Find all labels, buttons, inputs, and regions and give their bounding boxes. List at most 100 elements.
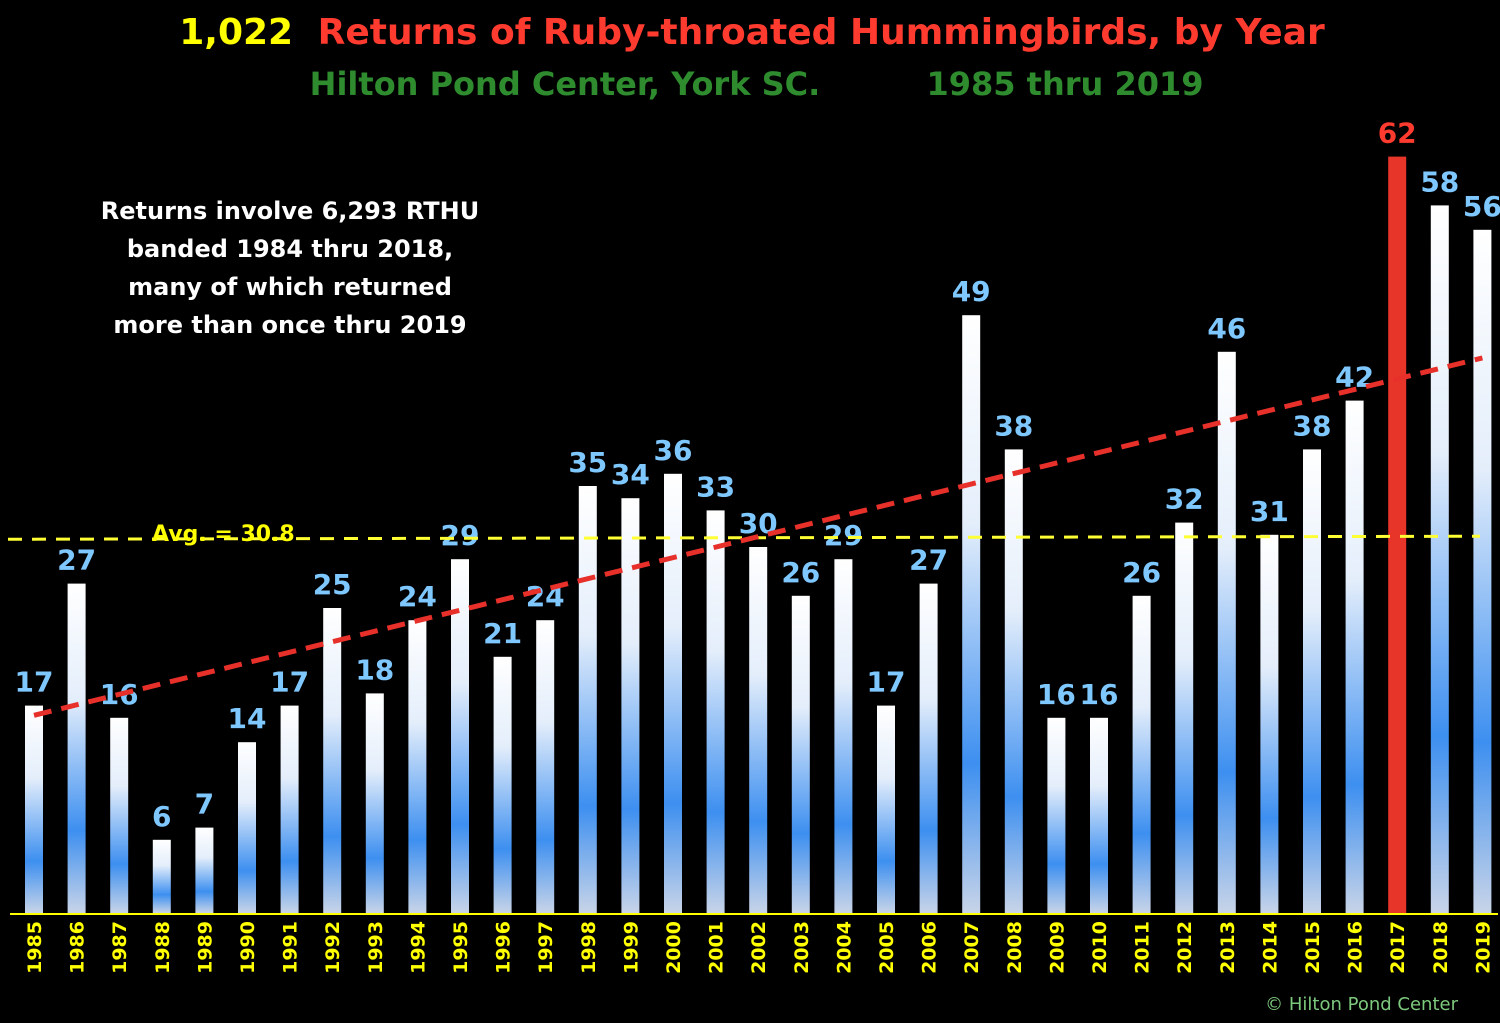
bar-2000 — [664, 473, 682, 913]
bars-group — [25, 156, 1492, 914]
value-label-2015: 38 — [1293, 409, 1332, 442]
bar-2009 — [1047, 717, 1066, 913]
bar-1993 — [365, 693, 384, 913]
year-label-2001: 2001 — [706, 921, 728, 974]
year-label-2000: 2000 — [663, 921, 685, 974]
bar-1994 — [408, 620, 427, 913]
year-label-1991: 1991 — [280, 921, 302, 974]
note-block: Returns involve 6,293 RTHU banded 1984 t… — [101, 197, 479, 339]
year-label-2019: 2019 — [1472, 921, 1494, 974]
title-count: 1,022 — [179, 12, 293, 53]
bar-2010 — [1090, 717, 1108, 913]
year-label-1997: 1997 — [535, 921, 557, 974]
value-label-2017: 62 — [1378, 117, 1417, 150]
bar-2008 — [1004, 449, 1023, 913]
value-label-2019: 56 — [1463, 190, 1500, 223]
year-label-2015: 2015 — [1302, 921, 1324, 974]
year-label-2009: 2009 — [1046, 921, 1068, 974]
year-label-1992: 1992 — [322, 921, 344, 974]
value-label-1993: 18 — [355, 653, 394, 686]
bar-2017 — [1388, 156, 1407, 914]
bar-2002 — [749, 547, 768, 913]
year-label-2007: 2007 — [961, 921, 983, 974]
bar-2011 — [1132, 595, 1151, 913]
year-label-2002: 2002 — [748, 921, 770, 974]
note-line: many of which returned — [128, 273, 452, 301]
bar-1998 — [578, 486, 597, 913]
value-label-2010: 16 — [1080, 678, 1119, 711]
bar-1995 — [451, 559, 469, 913]
value-label-1990: 14 — [228, 702, 267, 735]
bar-2004 — [834, 559, 853, 913]
bar-2003 — [791, 595, 810, 913]
value-label-2001: 33 — [696, 470, 735, 503]
value-label-1991: 17 — [270, 666, 309, 699]
bar-1988 — [152, 839, 171, 913]
bar-1987 — [110, 717, 129, 913]
bar-2015 — [1303, 449, 1321, 913]
bar-1991 — [280, 705, 299, 913]
value-label-2009: 16 — [1037, 678, 1076, 711]
value-label-1992: 25 — [313, 568, 352, 601]
value-label-1999: 34 — [611, 458, 650, 491]
value-label-2014: 31 — [1250, 495, 1289, 528]
year-label-2013: 2013 — [1217, 921, 1239, 974]
bar-1992 — [323, 608, 342, 913]
year-label-1988: 1988 — [152, 921, 174, 974]
year-label-2012: 2012 — [1174, 921, 1196, 974]
bar-1996 — [493, 656, 512, 913]
bar-1985 — [25, 705, 43, 913]
bar-1989 — [195, 827, 214, 913]
average-label: Avg. = 30.8 — [152, 522, 295, 547]
year-label-2018: 2018 — [1430, 921, 1452, 974]
year-label-2005: 2005 — [876, 921, 898, 974]
year-label-2004: 2004 — [833, 921, 855, 974]
bar-2016 — [1345, 400, 1364, 914]
value-label-2005: 17 — [867, 666, 906, 699]
year-label-1999: 1999 — [620, 921, 642, 974]
bar-2013 — [1217, 351, 1236, 913]
subtitle-location: Hilton Pond Center, York SC. — [310, 65, 821, 103]
trend-line — [33, 355, 1483, 718]
value-label-1994: 24 — [398, 580, 437, 613]
bar-2012 — [1175, 522, 1194, 913]
year-labels-group: 1985 1986 1987 1988 1989 1990 1991 1992 1993 1994… — [24, 921, 1494, 974]
year-label-1998: 1998 — [578, 921, 600, 974]
value-label-1985: 17 — [15, 666, 54, 699]
chart-title: 1,022 Returns of Ruby-throated Hummingbi… — [179, 12, 1325, 53]
bar-2001 — [706, 510, 725, 913]
year-label-1990: 1990 — [237, 921, 259, 974]
year-label-1987: 1987 — [109, 921, 131, 974]
note-line: Returns involve 6,293 RTHU — [101, 197, 479, 225]
bar-1997 — [536, 620, 555, 913]
value-label-2004: 29 — [824, 519, 863, 552]
bar-2014 — [1260, 534, 1279, 913]
year-label-1994: 1994 — [407, 921, 429, 974]
year-label-1996: 1996 — [493, 921, 515, 974]
bar-2005 — [877, 705, 895, 913]
average-line — [7, 534, 1481, 541]
value-label-1989: 7 — [195, 788, 214, 821]
title-text: Returns of Ruby-throated Hummingbirds, b… — [318, 12, 1325, 53]
value-label-1996: 21 — [483, 617, 522, 650]
value-label-1995: 29 — [441, 519, 480, 552]
value-label-1998: 35 — [568, 446, 607, 479]
value-label-2012: 32 — [1165, 483, 1204, 516]
year-label-1989: 1989 — [194, 921, 216, 974]
year-label-2011: 2011 — [1132, 921, 1154, 974]
year-label-2014: 2014 — [1259, 921, 1281, 974]
year-label-2010: 2010 — [1089, 921, 1111, 974]
value-label-1986: 27 — [57, 544, 96, 577]
bar-1986 — [67, 583, 86, 913]
note-line: banded 1984 thru 2018, — [127, 235, 453, 263]
value-labels-group: 1727166714172518242921243534363330262917… — [15, 117, 1500, 833]
value-label-2007: 49 — [952, 275, 991, 308]
year-label-2017: 2017 — [1387, 921, 1409, 974]
subtitle-years: 1985 thru 2019 — [926, 65, 1203, 103]
value-label-2011: 26 — [1122, 556, 1161, 589]
credit-text: © Hilton Pond Center — [1265, 994, 1458, 1015]
value-label-2003: 26 — [781, 556, 820, 589]
year-label-1993: 1993 — [365, 921, 387, 974]
bar-2007 — [962, 315, 981, 913]
